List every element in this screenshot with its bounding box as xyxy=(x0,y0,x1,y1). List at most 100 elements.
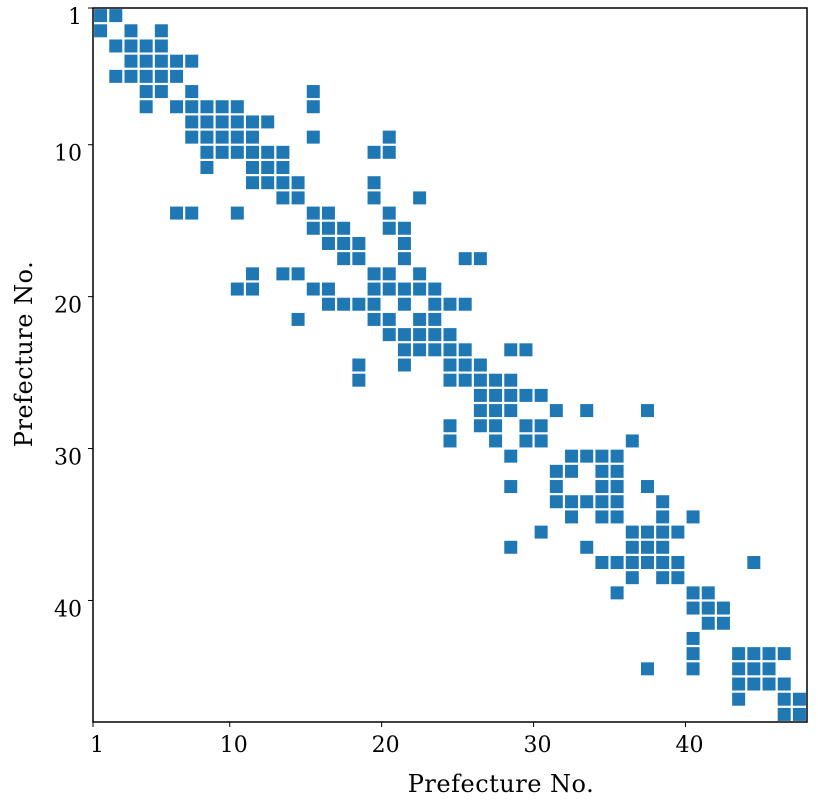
x-tick-label: 1 xyxy=(90,733,104,758)
adjacency-cell-33-35 xyxy=(610,495,624,509)
adjacency-cell-31-32 xyxy=(565,464,579,478)
adjacency-cell-38-39 xyxy=(671,571,685,585)
adjacency-cell-9-8 xyxy=(200,130,214,144)
adjacency-cell-19-11 xyxy=(246,282,259,296)
adjacency-cell-26-27 xyxy=(489,388,503,402)
adjacency-cell-38-36 xyxy=(625,571,639,585)
adjacency-cell-27-27 xyxy=(489,404,503,418)
adjacency-cell-15-16 xyxy=(321,221,335,235)
adjacency-cell-13-22 xyxy=(413,191,427,205)
y-tick-label: 1 xyxy=(68,5,82,30)
adjacency-cell-29-30 xyxy=(534,434,548,448)
adjacency-cell-37-39 xyxy=(671,555,685,569)
adjacency-cell-20-19 xyxy=(367,297,381,311)
adjacency-cell-17-25 xyxy=(458,252,472,266)
x-tick-label: 20 xyxy=(372,733,400,758)
adjacency-cell-22-24 xyxy=(443,328,457,342)
adjacency-cell-43-44 xyxy=(747,647,761,661)
adjacency-cell-26-29 xyxy=(519,388,533,402)
adjacency-cell-33-32 xyxy=(565,495,579,509)
adjacency-cell-26-30 xyxy=(534,388,548,402)
adjacency-cell-24-21 xyxy=(397,358,411,372)
adjacency-cell-4-5 xyxy=(154,54,168,68)
adjacency-cell-5-4 xyxy=(139,69,153,83)
adjacency-cell-19-10 xyxy=(230,282,244,296)
adjacency-cell-16-16 xyxy=(321,236,335,250)
adjacency-cell-8-8 xyxy=(200,115,214,129)
adjacency-cell-27-37 xyxy=(640,404,654,418)
adjacency-cell-8-11 xyxy=(246,115,259,129)
y-tick-label: 40 xyxy=(54,597,82,622)
adjacency-cell-20-18 xyxy=(352,297,366,311)
adjacency-cell-12-14 xyxy=(291,176,305,190)
adjacency-cell-4-3 xyxy=(124,54,138,68)
adjacency-cell-22-22 xyxy=(413,328,427,342)
adjacency-cell-5-6 xyxy=(170,69,184,83)
adjacency-cell-10-20 xyxy=(382,145,396,159)
adjacency-cell-5-3 xyxy=(124,69,138,83)
adjacency-cell-22-23 xyxy=(428,328,442,342)
adjacency-cell-28-26 xyxy=(473,419,487,433)
adjacency-cell-25-25 xyxy=(458,373,472,387)
adjacency-cell-7-8 xyxy=(200,100,214,114)
adjacency-cell-9-11 xyxy=(246,130,259,144)
adjacency-cell-36-36 xyxy=(625,540,639,554)
adjacency-cell-20-23 xyxy=(428,297,442,311)
adjacency-cell-16-17 xyxy=(337,236,351,250)
adjacency-cell-19-20 xyxy=(382,282,396,296)
adjacency-cell-10-8 xyxy=(200,145,214,159)
adjacency-cell-18-13 xyxy=(276,267,290,281)
adjacency-cell-18-11 xyxy=(246,267,259,281)
adjacency-cell-35-36 xyxy=(625,525,639,539)
adjacency-cell-6-4 xyxy=(139,85,153,99)
adjacency-cell-11-13 xyxy=(276,161,290,174)
adjacency-cell-35-39 xyxy=(671,525,685,539)
adjacency-cell-10-19 xyxy=(367,145,381,159)
adjacency-cell-20-17 xyxy=(337,297,351,311)
adjacency-cell-19-15 xyxy=(306,282,320,296)
adjacency-cell-46-43 xyxy=(732,692,746,706)
adjacency-cell-13-19 xyxy=(367,191,381,205)
adjacency-cell-24-26 xyxy=(473,358,487,372)
adjacency-cell-23-21 xyxy=(397,343,411,357)
adjacency-cell-7-4 xyxy=(139,100,153,114)
adjacency-cell-14-15 xyxy=(306,206,320,220)
adjacency-cell-11-11 xyxy=(246,161,259,174)
adjacency-cell-30-34 xyxy=(595,449,609,463)
adjacency-cell-20-21 xyxy=(397,297,411,311)
adjacency-cell-19-23 xyxy=(428,282,442,296)
x-axis-ticks: 1 10 20 30 40 xyxy=(90,722,703,758)
adjacency-cell-45-46 xyxy=(777,677,791,691)
adjacency-cell-9-9 xyxy=(215,130,229,144)
adjacency-cell-8-12 xyxy=(261,115,275,129)
adjacency-cell-12-12 xyxy=(261,176,275,190)
adjacency-cell-43-46 xyxy=(777,647,791,661)
adjacency-cell-41-41 xyxy=(701,616,715,630)
adjacency-cell-18-14 xyxy=(291,267,305,281)
adjacency-cell-30-35 xyxy=(610,449,624,463)
adjacency-cell-47-47 xyxy=(792,707,806,721)
adjacency-cell-37-35 xyxy=(610,555,624,569)
adjacency-cell-27-26 xyxy=(473,404,487,418)
adjacency-cell-23-29 xyxy=(519,343,533,357)
adjacency-cell-32-34 xyxy=(595,480,609,494)
plot-frame xyxy=(92,7,808,723)
adjacency-cell-29-24 xyxy=(443,434,457,448)
adjacency-cell-21-20 xyxy=(382,312,396,326)
adjacency-cell-17-26 xyxy=(473,252,487,266)
adjacency-cell-35-38 xyxy=(656,525,670,539)
adjacency-cell-23-22 xyxy=(413,343,427,357)
adjacency-cell-13-14 xyxy=(291,191,305,205)
adjacency-cell-44-44 xyxy=(747,662,761,676)
adjacency-cell-4-7 xyxy=(185,54,199,68)
adjacency-cell-6-15 xyxy=(306,85,320,99)
adjacency-cell-5-2 xyxy=(109,69,123,83)
adjacency-cell-11-8 xyxy=(200,161,214,174)
adjacency-cell-3-3 xyxy=(124,39,138,53)
adjacency-cell-1-1 xyxy=(94,9,108,23)
adjacency-cell-39-35 xyxy=(610,586,624,600)
adjacency-cell-40-41 xyxy=(701,601,715,615)
adjacency-cell-46-47 xyxy=(792,692,806,706)
adjacency-cell-8-9 xyxy=(215,115,229,129)
